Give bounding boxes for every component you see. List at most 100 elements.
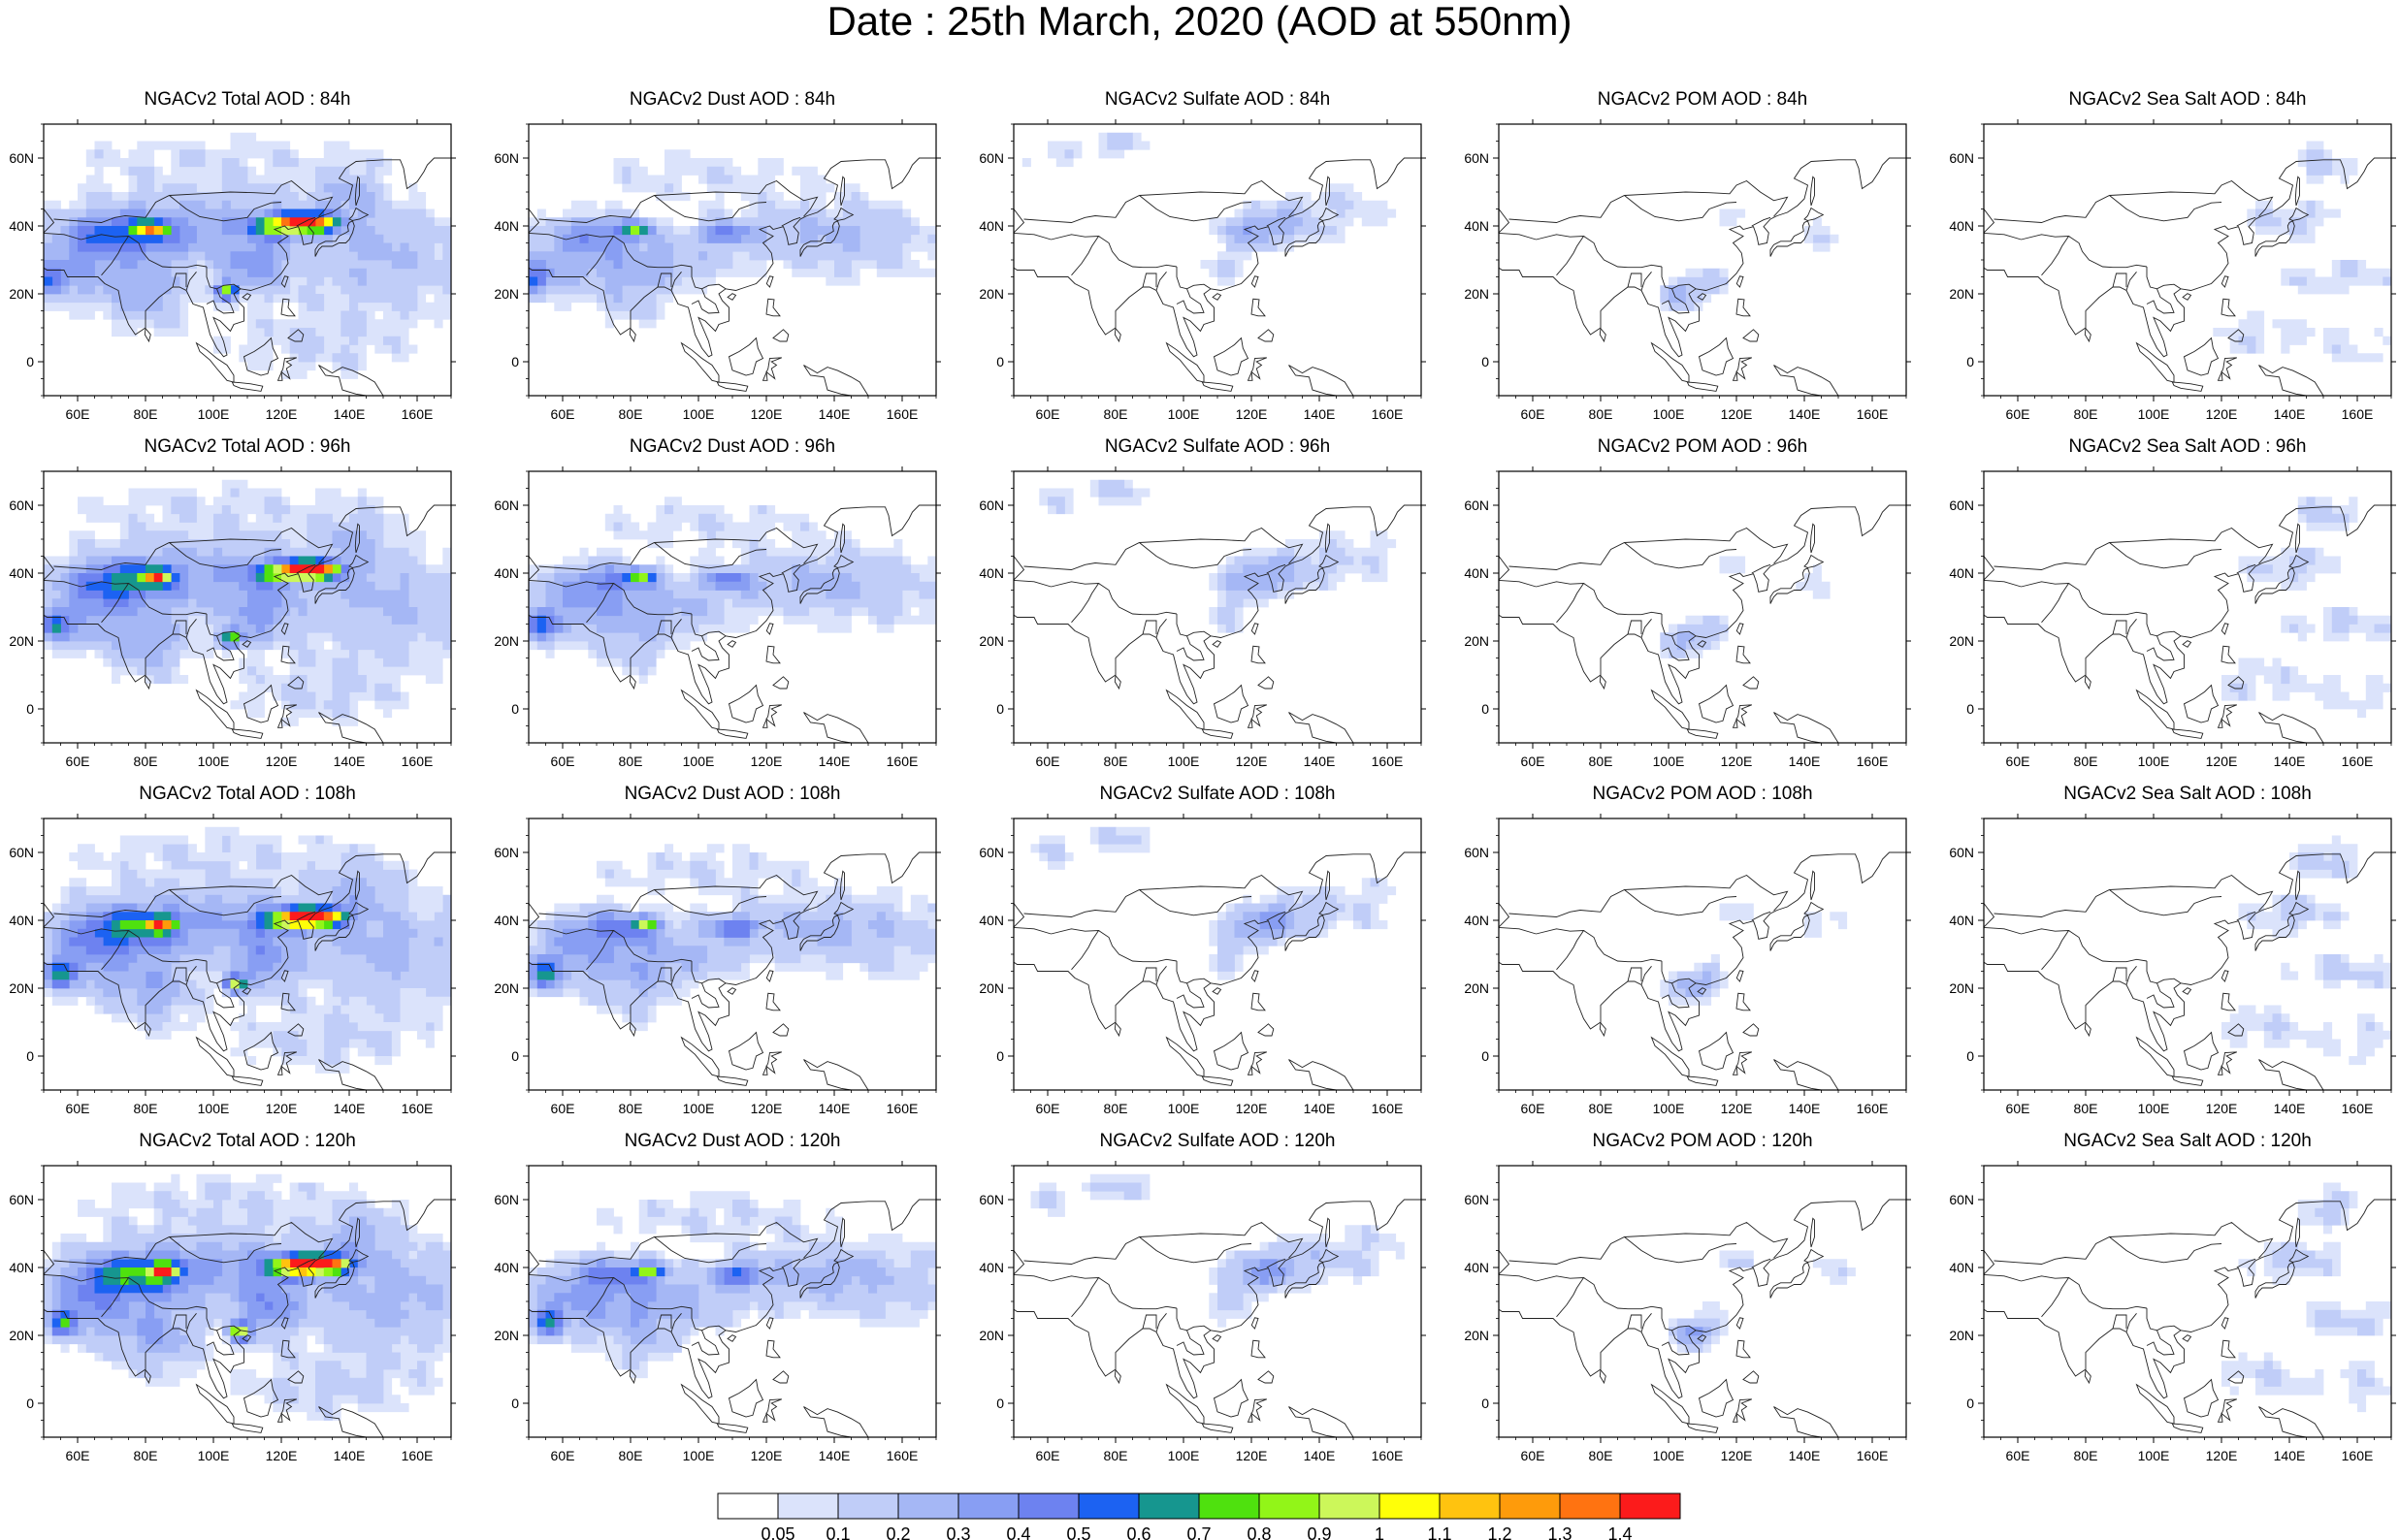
lon-tick-label: 120E	[1236, 1448, 1268, 1463]
colorbar-swatch	[897, 1492, 959, 1520]
map-plot: 60E 80E 100E 120E 140E 160E 60N 40N 20N 0	[9, 466, 456, 769]
lat-tick-label: 60N	[494, 497, 519, 513]
lon-tick-label: 160E	[2342, 754, 2374, 769]
aod-field	[1499, 1166, 1906, 1437]
lon-tick-label: 60E	[1036, 1101, 1060, 1116]
lon-tick-label: 120E	[751, 754, 783, 769]
lon-tick-label: 60E	[2006, 1448, 2030, 1463]
map-panel-pom-120h: NGACv2 POM AOD : 120h 60E 80E 100E 120E 140E 1…	[1464, 1131, 1911, 1470]
lon-tick-label: 80E	[1104, 1448, 1128, 1463]
lat-tick-label: 40N	[1949, 218, 1974, 234]
coastline	[529, 1166, 936, 1437]
lon-tick-label: 80E	[1104, 754, 1128, 769]
colorbar-swatch	[1439, 1492, 1501, 1520]
lon-tick-label: 140E	[1304, 1101, 1336, 1116]
lat-tick-label: 40N	[1464, 565, 1489, 581]
map-plot: 60E 80E 100E 120E 140E 160E 60N 40N 20N 0	[1464, 466, 1911, 769]
lon-tick-label: 120E	[2206, 754, 2238, 769]
colorbar-swatch	[957, 1492, 1020, 1520]
map-panel-pom-96h: NGACv2 POM AOD : 96h 60E 80E 100E 120E 140E 16…	[1464, 436, 1911, 776]
lon-tick-label: 60E	[2006, 1101, 2030, 1116]
map-plot: 60E 80E 100E 120E 140E 160E 60N 40N 20N 0	[979, 466, 1426, 769]
lon-tick-label: 80E	[2074, 1101, 2098, 1116]
panel-title: NGACv2 Dust AOD : 84h	[629, 89, 836, 110]
map-plot: 60E 80E 100E 120E 140E 160E 60N 40N 20N 0	[494, 119, 941, 422]
lat-tick-label: 60N	[9, 1192, 34, 1207]
coastline	[1014, 1166, 1421, 1437]
lon-tick-label: 140E	[1304, 754, 1336, 769]
lon-tick-label: 100E	[2138, 1101, 2170, 1116]
map-plot: 60E 80E 100E 120E 140E 160E 60N 40N 20N 0	[979, 119, 1426, 422]
map-panel-dust-120h: NGACv2 Dust AOD : 120h 60E 80E 100E 120E 140E…	[494, 1131, 941, 1470]
colorbar-swatch	[1198, 1492, 1260, 1520]
lon-tick-label: 160E	[887, 1101, 919, 1116]
lat-tick-label: 0	[996, 1048, 1004, 1064]
lat-tick-label: 40N	[979, 565, 1004, 581]
colorbar-label: 0.1	[826, 1524, 850, 1540]
lat-tick-label: 60N	[1464, 845, 1489, 860]
colorbar-label: 0.2	[886, 1524, 910, 1540]
map-panel-sulfate-84h: NGACv2 Sulfate AOD : 84h 60E 80E 100E 120E 14…	[979, 89, 1426, 429]
lat-tick-label: 20N	[9, 1328, 34, 1343]
lon-tick-label: 160E	[402, 1101, 434, 1116]
coastline	[44, 124, 451, 396]
map-plot: 60E 80E 100E 120E 140E 160E 60N 40N 20N 0	[9, 119, 456, 422]
lon-tick-label: 80E	[134, 1101, 158, 1116]
aod-field	[1499, 818, 1906, 1090]
lat-tick-label: 20N	[494, 1328, 519, 1343]
lat-tick-label: 40N	[1464, 218, 1489, 234]
aod-field	[1499, 471, 1906, 743]
lon-tick-label: 160E	[2342, 1448, 2374, 1463]
map-panel-seasalt-108h: NGACv2 Sea Salt AOD : 108h 60E 80E 100E 120E…	[1949, 784, 2396, 1123]
lat-tick-label: 40N	[1464, 913, 1489, 928]
aod-field	[44, 471, 451, 743]
lon-tick-label: 120E	[1721, 1448, 1753, 1463]
colorbar-label: 0.5	[1066, 1524, 1090, 1540]
lon-tick-label: 120E	[2206, 1101, 2238, 1116]
lat-tick-label: 20N	[979, 1328, 1004, 1343]
lon-tick-label: 60E	[551, 1448, 575, 1463]
colorbar-label: 1.4	[1607, 1524, 1632, 1540]
panel-title: NGACv2 Total AOD : 120h	[139, 1131, 356, 1151]
lat-tick-label: 40N	[1464, 1260, 1489, 1275]
panel-title: NGACv2 Sea Salt AOD : 96h	[2068, 436, 2307, 457]
lat-tick-label: 0	[996, 354, 1004, 369]
aod-field	[44, 818, 451, 1090]
lon-tick-label: 60E	[66, 1448, 90, 1463]
lon-tick-label: 100E	[198, 754, 230, 769]
lon-tick-label: 160E	[1372, 1101, 1404, 1116]
coastline	[1984, 124, 2391, 396]
lon-tick-label: 140E	[334, 406, 366, 422]
panel-title: NGACv2 Sulfate AOD : 84h	[1104, 89, 1331, 110]
colorbar-swatch	[837, 1492, 899, 1520]
colorbar-swatch	[1378, 1492, 1441, 1520]
lat-tick-label: 40N	[979, 913, 1004, 928]
coastline	[529, 124, 936, 396]
panel-title: NGACv2 POM AOD : 84h	[1597, 89, 1808, 110]
lon-tick-label: 100E	[198, 1448, 230, 1463]
lon-tick-label: 140E	[819, 1101, 851, 1116]
lat-tick-label: 60N	[979, 497, 1004, 513]
coastline	[1499, 124, 1906, 396]
lat-tick-label: 0	[996, 1396, 1004, 1411]
lat-tick-label: 60N	[979, 845, 1004, 860]
lat-tick-label: 60N	[494, 1192, 519, 1207]
lon-tick-label: 60E	[66, 754, 90, 769]
lat-tick-label: 0	[996, 701, 1004, 717]
lon-tick-label: 60E	[551, 1101, 575, 1116]
lat-tick-label: 60N	[1464, 1192, 1489, 1207]
lon-tick-label: 100E	[1653, 1448, 1685, 1463]
colorbar-swatch	[1619, 1492, 1681, 1520]
coastline	[1499, 1166, 1906, 1437]
lat-tick-label: 0	[1481, 701, 1489, 717]
lon-tick-label: 60E	[1521, 754, 1545, 769]
coastline	[1499, 818, 1906, 1090]
lat-tick-label: 40N	[494, 913, 519, 928]
panel-title: NGACv2 POM AOD : 108h	[1592, 784, 1813, 804]
lon-tick-label: 80E	[1589, 1448, 1613, 1463]
lon-tick-label: 100E	[1653, 754, 1685, 769]
aod-field	[1499, 124, 1906, 396]
lat-tick-label: 40N	[494, 218, 519, 234]
lon-tick-label: 140E	[1304, 406, 1336, 422]
lon-tick-label: 120E	[1236, 406, 1268, 422]
